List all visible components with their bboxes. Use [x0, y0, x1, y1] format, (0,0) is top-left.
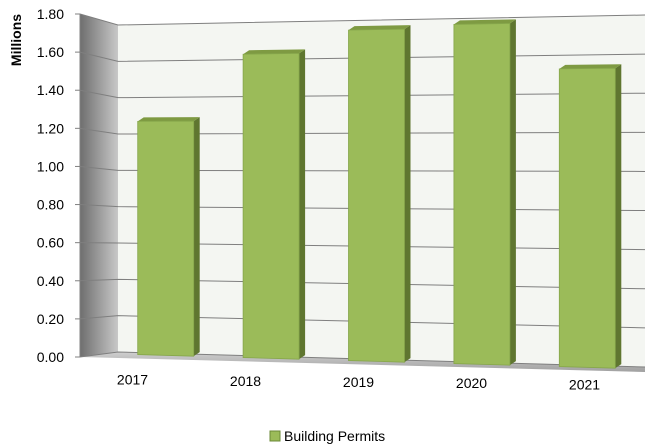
y-tick-label: 0.00 [37, 349, 64, 365]
y-axis-title: Millions [8, 14, 24, 66]
bar-top [559, 64, 622, 69]
bar-front [137, 120, 195, 357]
y-tick-label: 0.60 [37, 235, 64, 251]
bar-side [193, 117, 200, 357]
y-tick-label: 0.40 [37, 273, 64, 289]
side-wall [80, 14, 118, 357]
legend: Building Permits [269, 428, 385, 444]
y-tick-label: 1.20 [37, 120, 64, 136]
x-tick-label: 2020 [456, 375, 487, 391]
bar [348, 25, 411, 363]
y-tick-label: 1.80 [37, 6, 64, 22]
bar [453, 19, 516, 366]
x-tick-label: 2021 [569, 376, 600, 392]
bars [137, 19, 622, 369]
y-tick-label: 1.00 [37, 158, 64, 174]
bar-top [348, 25, 411, 31]
bar-side [615, 64, 622, 369]
bar [137, 117, 200, 357]
legend-label: Building Permits [284, 428, 385, 444]
floor [80, 352, 645, 372]
bar-side [509, 19, 516, 366]
bar-front [558, 67, 616, 369]
gridline [79, 13, 645, 26]
bar-top [137, 117, 200, 122]
x-tick-label: 2019 [343, 374, 374, 390]
bar-front [348, 28, 405, 363]
bar [242, 49, 306, 360]
y-tick-label: 1.40 [37, 82, 64, 98]
x-tick-label: 2018 [230, 373, 261, 389]
y-axis-ticks: 0.00 0.20 0.40 0.60 0.80 1.00 1.20 1.40 1.60 1.80 [37, 6, 81, 365]
x-axis-labels: 2017 2018 2019 2020 2021 [117, 372, 600, 393]
bar-side [404, 25, 411, 363]
bar-front [453, 22, 511, 366]
y-tick-label: 0.20 [37, 311, 64, 327]
bar-side [299, 49, 306, 360]
x-tick-label: 2017 [117, 372, 148, 388]
y-tick-label: 1.60 [37, 44, 64, 60]
legend-swatch [269, 430, 281, 442]
bar [558, 64, 622, 369]
bar-top [453, 19, 516, 25]
y-tick-label: 0.80 [37, 197, 64, 213]
bar-front [242, 52, 300, 360]
bar-top [243, 49, 306, 55]
